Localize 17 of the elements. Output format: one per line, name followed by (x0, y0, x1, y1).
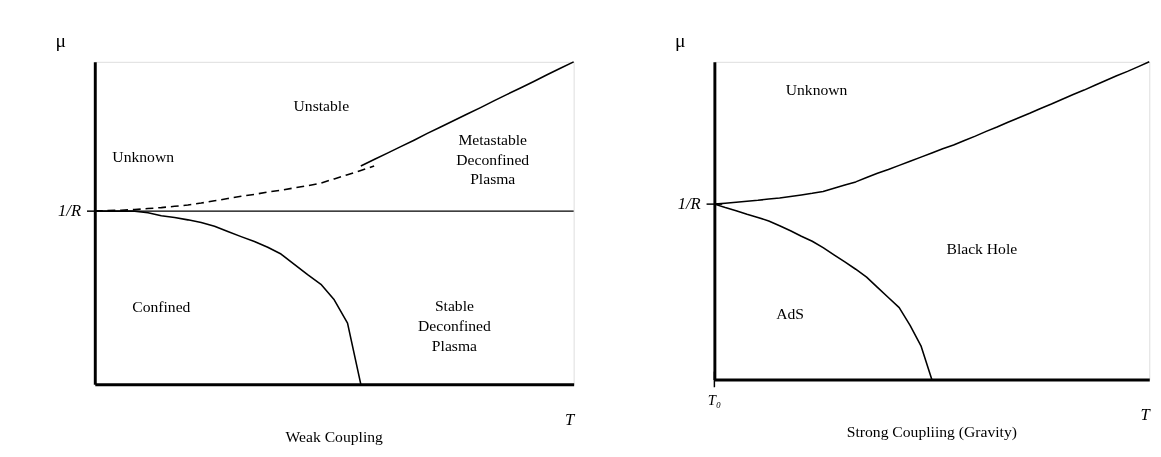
text: T₀ (707, 391, 721, 408)
text: 1/R (677, 194, 701, 214)
annotation: Black Hole (946, 240, 1018, 258)
text: Weak Coupling (285, 427, 384, 445)
y-axis-title: μ (55, 29, 66, 51)
annotation: Unstable (293, 96, 350, 114)
text: Strong Coupliing (Gravity) (846, 423, 1017, 442)
y-axis-title: μ (675, 29, 686, 51)
annotation: Unknown (112, 147, 175, 165)
x-axis-title: T (1140, 405, 1152, 424)
annotation: Unknown (785, 80, 848, 98)
ref-line-label: 1/R (58, 201, 82, 221)
annotation: Metastable Deconfined Plasma (456, 131, 530, 188)
annotation: Confined (132, 298, 191, 316)
annotation: AdS (776, 304, 804, 322)
annotation: Stable Deconfined Plasma (417, 297, 492, 354)
x-axis-title: T (564, 409, 576, 429)
